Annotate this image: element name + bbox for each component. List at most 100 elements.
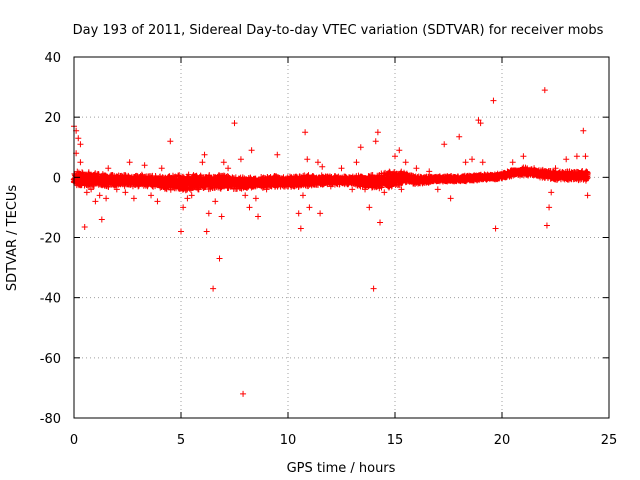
outlier-point bbox=[314, 159, 321, 166]
outlier-point bbox=[212, 198, 219, 205]
data-points bbox=[70, 87, 591, 397]
outlier-point bbox=[441, 141, 448, 148]
outlier-point bbox=[199, 159, 206, 166]
outlier-point bbox=[220, 159, 227, 166]
outlier-point bbox=[248, 147, 255, 154]
outlier-point bbox=[205, 210, 212, 217]
outlier-point bbox=[237, 156, 244, 163]
chart-title: Day 193 of 2011, Sidereal Day-to-day VTE… bbox=[73, 23, 604, 38]
y-tick-label: 20 bbox=[44, 111, 61, 126]
outlier-point bbox=[130, 195, 137, 202]
outlier-point bbox=[252, 195, 259, 202]
outlier-point bbox=[81, 223, 88, 230]
outlier-point bbox=[447, 195, 454, 202]
outlier-point bbox=[462, 159, 469, 166]
outlier-point bbox=[246, 204, 253, 211]
outlier-point bbox=[584, 192, 591, 199]
outlier-point bbox=[374, 129, 381, 136]
outlier-point bbox=[122, 189, 129, 196]
outlier-point bbox=[148, 192, 155, 199]
outlier-point bbox=[402, 159, 409, 166]
outlier-point bbox=[184, 195, 191, 202]
y-tick-label: -20 bbox=[40, 232, 61, 247]
outlier-point bbox=[203, 228, 210, 235]
outlier-point bbox=[210, 285, 217, 292]
x-tick-label: 0 bbox=[70, 433, 78, 448]
outlier-point bbox=[180, 204, 187, 211]
outlier-point bbox=[231, 120, 238, 127]
outlier-point bbox=[280, 183, 287, 190]
y-tick-label: 40 bbox=[44, 51, 61, 66]
outlier-point bbox=[92, 198, 99, 205]
outlier-point bbox=[477, 120, 484, 127]
outlier-point bbox=[338, 165, 345, 172]
outlier-point bbox=[396, 147, 403, 154]
x-tick-label: 20 bbox=[494, 433, 511, 448]
x-tick-label: 5 bbox=[177, 433, 185, 448]
plot-frame bbox=[73, 56, 610, 419]
outlier-point bbox=[531, 165, 538, 172]
outlier-point bbox=[349, 186, 356, 193]
outlier-point bbox=[96, 192, 103, 199]
outlier-point bbox=[469, 156, 476, 163]
y-tick-label: -40 bbox=[40, 292, 61, 307]
outlier-point bbox=[218, 213, 225, 220]
outlier-point bbox=[492, 225, 499, 232]
outlier-point bbox=[188, 192, 195, 199]
outlier-point bbox=[392, 153, 398, 160]
outlier-point bbox=[490, 97, 497, 104]
outlier-point bbox=[167, 138, 174, 145]
outlier-point bbox=[255, 213, 262, 220]
x-tick-label: 10 bbox=[280, 433, 297, 448]
outlier-point bbox=[141, 162, 148, 169]
outlier-point bbox=[426, 168, 433, 175]
outlier-point bbox=[158, 165, 165, 172]
outlier-point bbox=[263, 186, 270, 193]
outlier-point bbox=[372, 138, 379, 145]
outlier-point bbox=[201, 151, 208, 158]
y-tick-label: 0 bbox=[53, 171, 61, 186]
outlier-point bbox=[317, 210, 324, 217]
outlier-point bbox=[297, 225, 304, 232]
outlier-point bbox=[552, 165, 559, 172]
outlier-point bbox=[357, 144, 364, 151]
outlier-point bbox=[306, 204, 313, 211]
outlier-point bbox=[299, 192, 306, 199]
outlier-point bbox=[225, 165, 232, 172]
outlier-point bbox=[398, 186, 405, 193]
outlier-point bbox=[302, 129, 309, 136]
outlier-point bbox=[479, 159, 486, 166]
outlier-point bbox=[381, 189, 388, 196]
outlier-point bbox=[240, 390, 247, 397]
outlier-point bbox=[370, 285, 377, 292]
grid-lines bbox=[74, 57, 609, 418]
outlier-point bbox=[509, 159, 516, 166]
outlier-point bbox=[77, 141, 84, 148]
outlier-point bbox=[456, 133, 463, 140]
outlier-point bbox=[434, 186, 441, 193]
outlier-point bbox=[88, 186, 95, 193]
outlier-point bbox=[362, 186, 369, 193]
outlier-point bbox=[178, 228, 184, 235]
x-axis-label: GPS time / hours bbox=[287, 461, 396, 476]
outlier-point bbox=[304, 156, 311, 163]
data-point bbox=[378, 184, 385, 191]
outlier-point bbox=[366, 204, 373, 211]
outlier-point bbox=[103, 195, 110, 202]
outlier-point bbox=[77, 159, 84, 166]
outlier-point bbox=[353, 159, 360, 166]
outlier-point bbox=[327, 183, 334, 190]
outlier-point bbox=[113, 186, 120, 193]
outlier-point bbox=[546, 204, 553, 211]
outlier-point bbox=[319, 163, 326, 170]
data-point bbox=[85, 169, 92, 176]
outlier-point bbox=[105, 165, 112, 172]
y-tick-label: -80 bbox=[40, 412, 61, 427]
x-tick-label: 25 bbox=[601, 433, 618, 448]
outlier-point bbox=[75, 135, 82, 142]
outlier-point bbox=[377, 219, 384, 226]
outlier-point bbox=[154, 198, 161, 205]
y-axis-label: SDTVAR / TECUs bbox=[5, 185, 20, 292]
